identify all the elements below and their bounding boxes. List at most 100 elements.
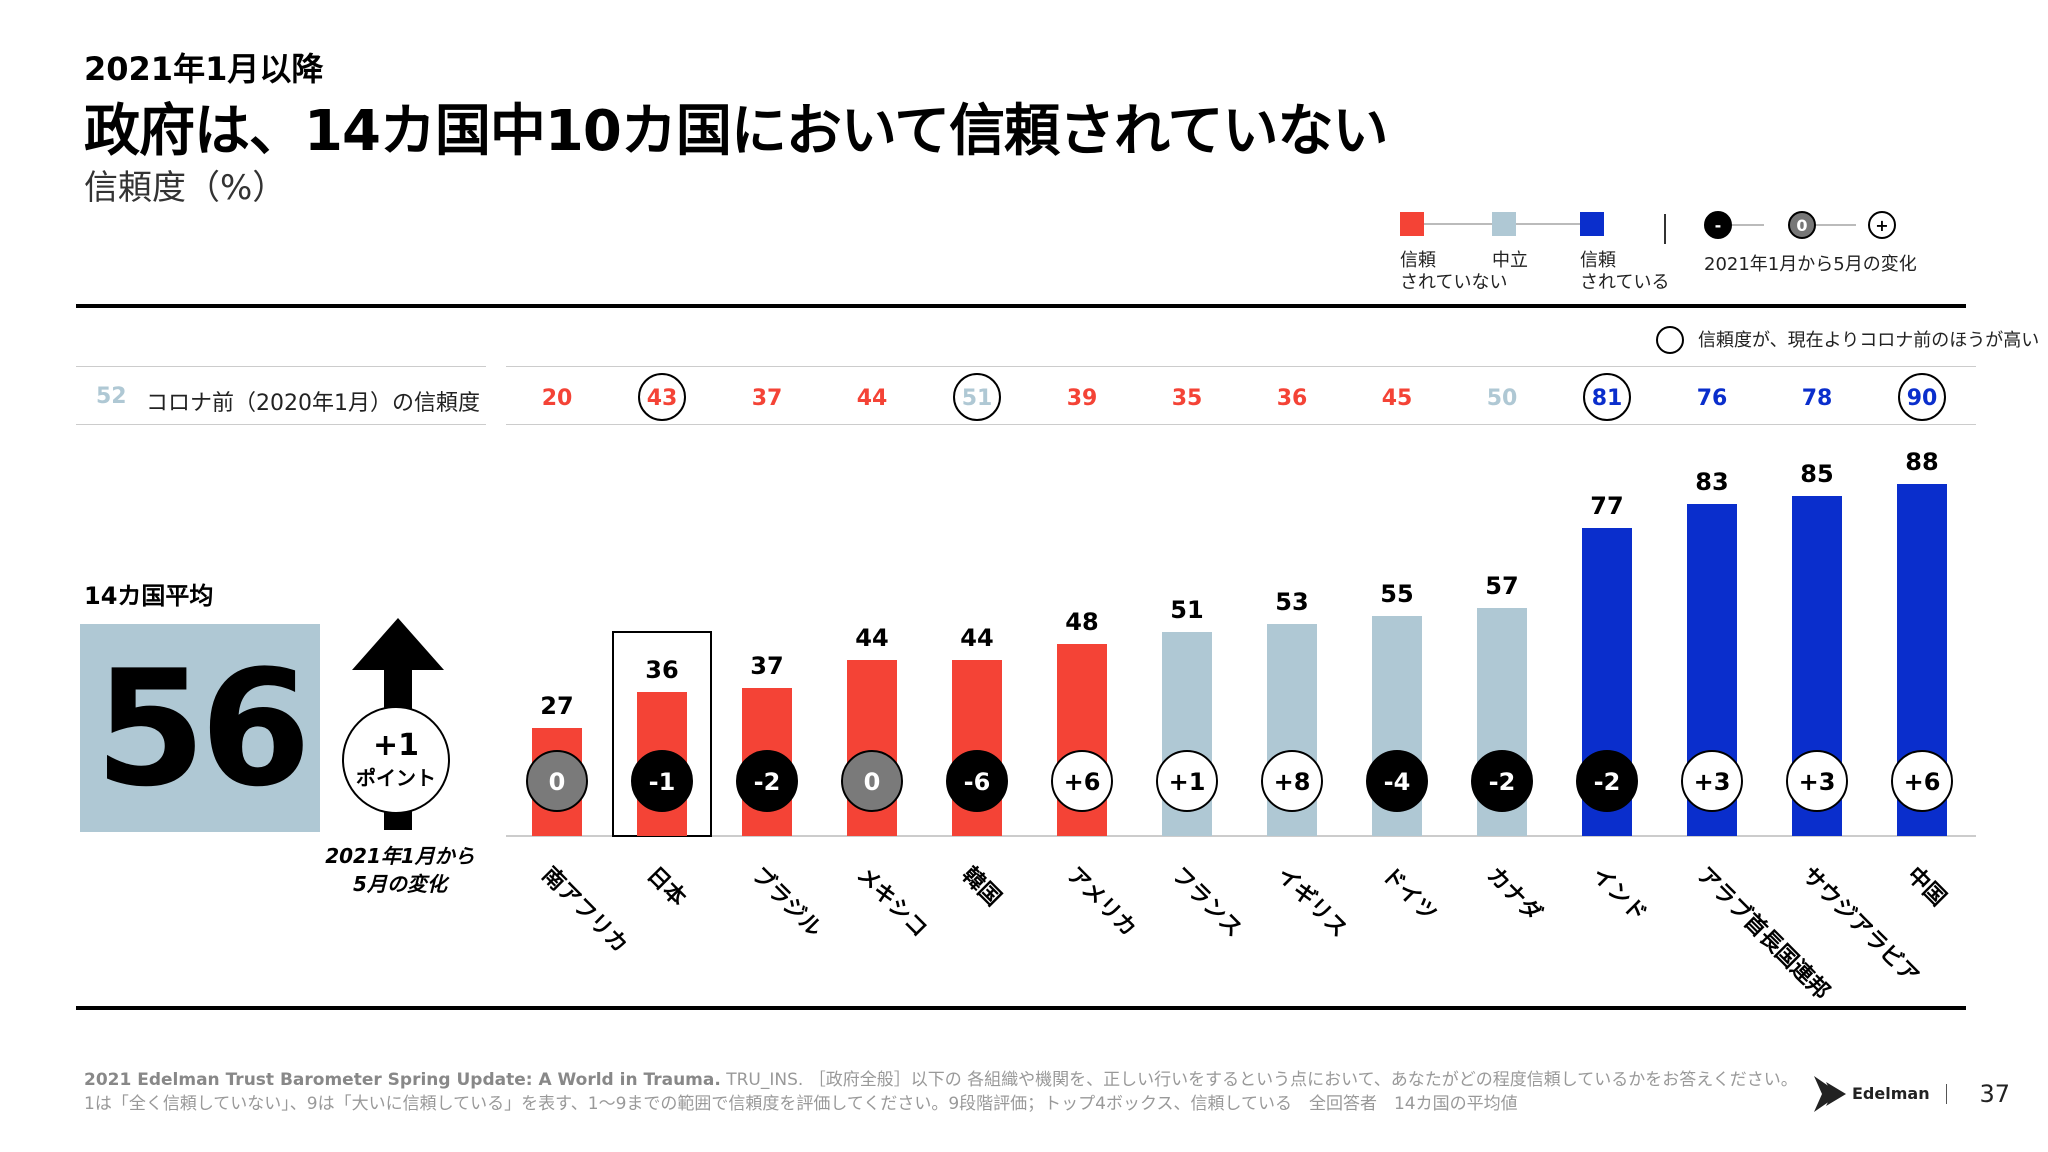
category-label: 韓国 — [957, 862, 1007, 912]
circle-note-icon — [1656, 326, 1684, 354]
precovid-value: 37 — [752, 386, 783, 411]
precovid-value: 76 — [1697, 386, 1728, 411]
change-circle — [946, 750, 1008, 812]
legend-neutral-swatch — [1492, 212, 1516, 236]
footer-source-bold: 2021 Edelman Trust Barometer Spring Upda… — [84, 1070, 721, 1090]
legend-connector — [1732, 224, 1764, 226]
category-label: イギリス — [1272, 863, 1352, 943]
bar-value-label: 48 — [1065, 608, 1098, 636]
change-value-label: -2 — [754, 768, 781, 796]
category-label: フランス — [1167, 863, 1247, 943]
bar-value-label: 88 — [1905, 448, 1938, 476]
precovid-label: コロナ前（2020年1月）の信頼度 — [146, 391, 480, 416]
change-value-label: 0 — [864, 768, 881, 796]
change-circle — [526, 750, 588, 812]
precovid-circle — [1898, 373, 1946, 421]
change-circle — [631, 750, 693, 812]
change-value-label: +3 — [1694, 768, 1731, 796]
legend-connector — [1816, 224, 1856, 226]
precovid-circle — [1583, 373, 1631, 421]
category-label: インド — [1587, 863, 1651, 927]
legend-trust-swatch — [1580, 212, 1604, 236]
change-circle — [1786, 750, 1848, 812]
precovid-circle — [638, 373, 686, 421]
bar-value-label: 55 — [1380, 580, 1413, 608]
change-value-label: +6 — [1064, 768, 1101, 796]
change-circle — [1051, 750, 1113, 812]
precovid-rule-left — [76, 366, 486, 367]
precovid-value: 36 — [1277, 386, 1308, 411]
category-label: メキシコ — [852, 863, 932, 943]
precovid-value: 81 — [1592, 386, 1623, 411]
legend-connector — [1424, 223, 1500, 225]
legend-distrust-label: 信頼 されていない — [1400, 250, 1508, 293]
bar-value-label: 44 — [960, 624, 993, 652]
category-label: ブラジル — [747, 862, 827, 942]
category-label: カナダ — [1482, 862, 1547, 927]
change-circle — [1576, 750, 1638, 812]
bottom-rule — [76, 1006, 1966, 1010]
change-circle — [1891, 750, 1953, 812]
change-circle — [1156, 750, 1218, 812]
precovid-value: 50 — [1487, 386, 1518, 411]
average-change-unit: ポイント — [356, 765, 436, 790]
legend-change-label: 2021年1月から5月の変化 — [1704, 254, 1917, 275]
bar-value-label: 83 — [1695, 468, 1728, 496]
precovid-value: 35 — [1172, 386, 1203, 411]
change-value-label: -4 — [1384, 768, 1411, 796]
change-value-label: +6 — [1904, 768, 1941, 796]
change-circle — [841, 750, 903, 812]
subtitle: 2021年1月以降 — [84, 50, 324, 88]
legend-zero-circle: 0 — [1788, 211, 1816, 239]
change-value-label: -1 — [649, 768, 676, 796]
legend-neutral-label: 中立 — [1492, 250, 1528, 271]
bar-value-label: 44 — [855, 624, 888, 652]
circle-note-label: 信頼度が、現在よりコロナ前のほうが高い — [1698, 330, 2040, 351]
category-label: 南アフリカ — [537, 863, 632, 958]
footer-line2: 1は「全く信頼していない」、9は「大いに信頼している」を表す、1～9までの範囲で… — [84, 1094, 1518, 1114]
precovid-value: 90 — [1907, 386, 1938, 411]
change-circle — [1366, 750, 1428, 812]
precovid-avg-value: 52 — [96, 384, 127, 409]
bar-value-label: 85 — [1800, 460, 1833, 488]
bar-value-label: 57 — [1485, 572, 1518, 600]
bar-value-label: 36 — [645, 656, 678, 684]
legend-minus-circle: - — [1704, 211, 1732, 239]
edelman-logo-icon — [1814, 1076, 1846, 1112]
footer-source: 2021 Edelman Trust Barometer Spring Upda… — [84, 1068, 1798, 1116]
change-value-label: -2 — [1594, 768, 1621, 796]
precovid-value: 51 — [962, 386, 993, 411]
unit-label: 信頼度（%） — [84, 168, 287, 208]
average-change-note: 2021年1月から 5月の変化 — [320, 842, 480, 898]
bar-value-label: 53 — [1275, 588, 1308, 616]
precovid-value: 78 — [1802, 386, 1833, 411]
precovid-value: 20 — [542, 386, 573, 411]
change-value-label: +3 — [1799, 768, 1836, 796]
bar-value-label: 37 — [750, 652, 783, 680]
average-label: 14カ国平均 — [84, 582, 214, 610]
legend-trust-label: 信頼 されている — [1580, 250, 1670, 293]
legend-distrust-swatch — [1400, 212, 1424, 236]
change-value-label: -2 — [1489, 768, 1516, 796]
category-label: 中国 — [1902, 863, 1951, 912]
change-circle — [1471, 750, 1533, 812]
brand-logo-text: Edelman — [1852, 1084, 1930, 1103]
legend-connector — [1516, 223, 1584, 225]
category-label: 日本 — [642, 863, 691, 912]
trust-bar-chart: 27 0 南アフリカ 20 36 -1 日本 43 37 -2 ブラジル 37 44 0 メキシコ 44 44 -… — [506, 373, 1976, 1005]
change-circle — [736, 750, 798, 812]
change-value-label: 0 — [549, 768, 566, 796]
top-rule — [76, 304, 1966, 308]
change-value-label: +1 — [1169, 768, 1206, 796]
footer-line1: TRU_INS. ［政府全般］以下の 各組織や機関を、正しい行いをするという点に… — [720, 1070, 1798, 1090]
precovid-value: 39 — [1067, 386, 1098, 411]
precovid-rule-left — [76, 424, 486, 425]
average-change-badge: +1 ポイント — [342, 706, 450, 814]
bar-value-label: 27 — [540, 692, 573, 720]
precovid-value: 45 — [1382, 386, 1413, 411]
average-change-value: +1 — [372, 727, 419, 763]
bar-value-label: 77 — [1590, 492, 1623, 520]
footer-separator — [1946, 1084, 1947, 1104]
precovid-circle — [953, 373, 1001, 421]
page-title: 政府は、14カ国中10カ国において信頼されていない — [84, 99, 1388, 164]
